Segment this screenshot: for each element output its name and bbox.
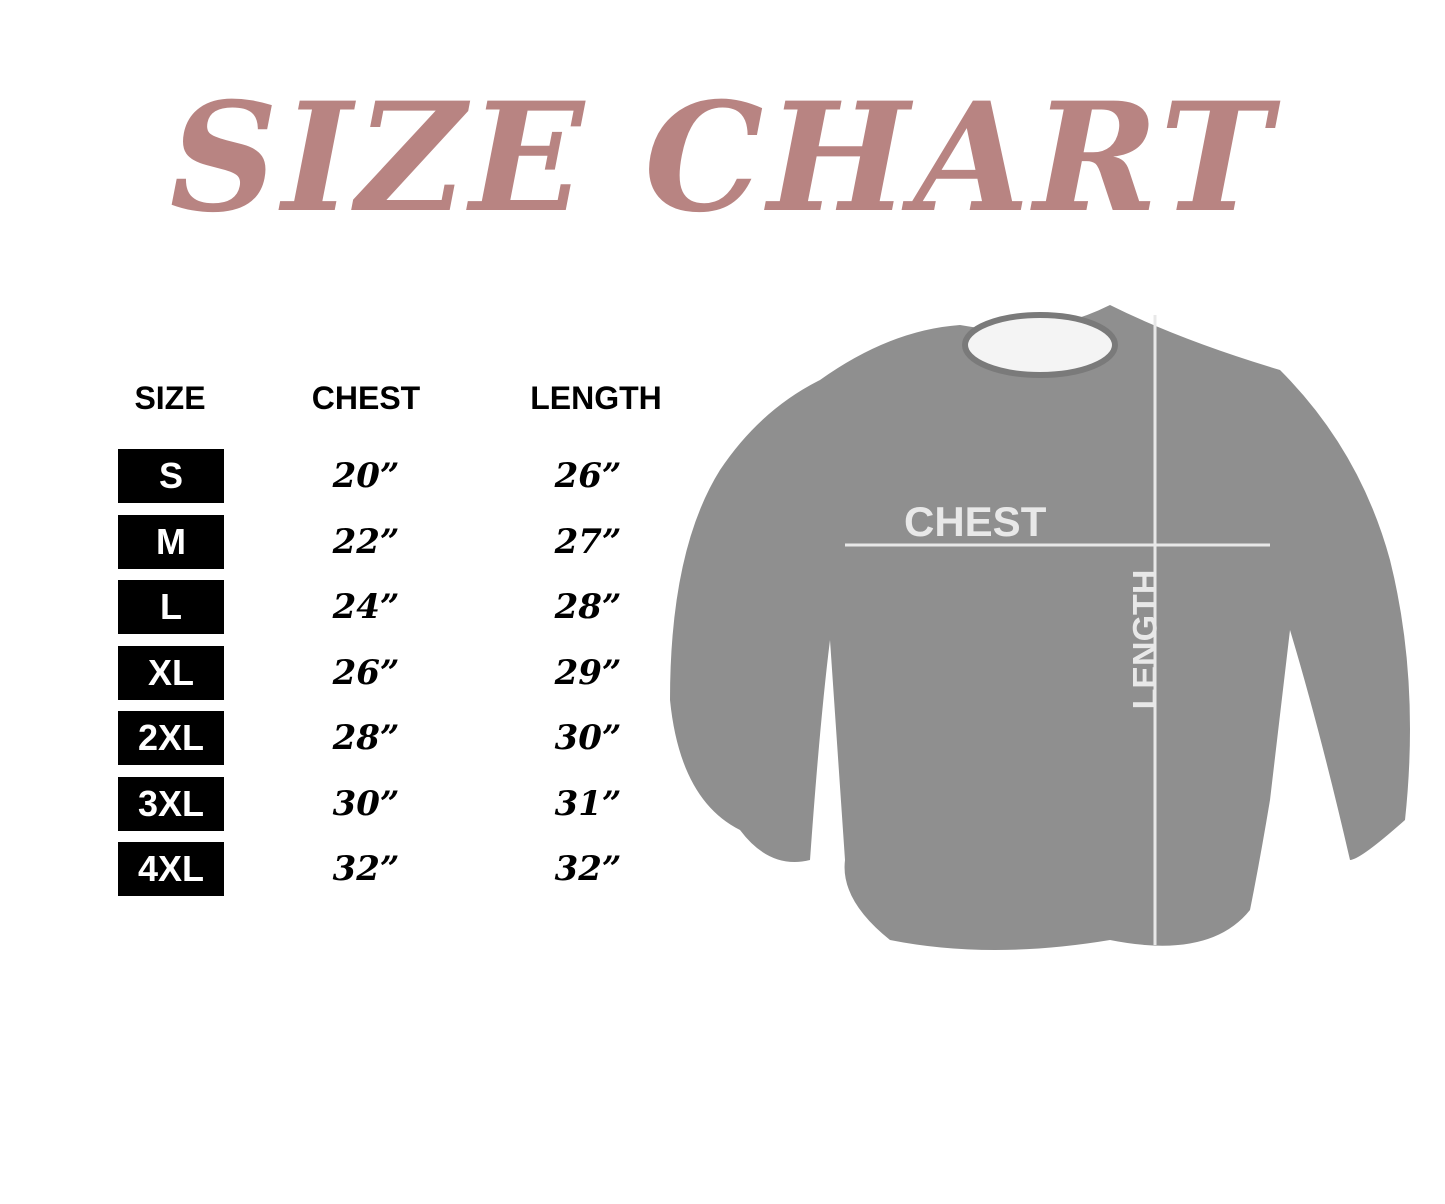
length-value: 28” [554, 587, 622, 627]
chest-value: 22” [332, 521, 400, 562]
header-size: SIZE [134, 380, 206, 416]
page-title: SIZE CHART [169, 70, 1276, 246]
length-value: 29” [554, 652, 622, 693]
size-badge: M [118, 514, 224, 569]
chest-value: 30” [332, 783, 400, 824]
chest-value: 24” [332, 587, 400, 627]
sweatshirt-image [670, 305, 1410, 950]
length-value: 26” [554, 456, 622, 496]
sweatshirt-diagram [670, 305, 1410, 950]
chest-value: 20” [332, 456, 400, 496]
chest-value: 26” [332, 652, 400, 693]
header-chest: CHEST [311, 380, 421, 416]
length-value: 30” [554, 718, 622, 758]
length-label: LENGTH [1126, 569, 1165, 710]
collar [962, 312, 1118, 378]
length-value: 31” [554, 783, 622, 824]
size-badge: 4XL [118, 842, 224, 896]
header-length: LENGTH [530, 380, 662, 416]
size-badge: XL [118, 645, 224, 700]
chest-value: 32” [332, 849, 400, 889]
chest-label: CHEST [904, 498, 1047, 545]
size-badge: 3XL [118, 776, 224, 831]
length-value: 32” [554, 849, 622, 889]
chest-value: 28” [332, 718, 400, 758]
size-badge: 2XL [118, 711, 224, 765]
size-badge: L [118, 580, 224, 634]
size-badge: S [118, 449, 224, 503]
length-value: 27” [554, 521, 622, 562]
